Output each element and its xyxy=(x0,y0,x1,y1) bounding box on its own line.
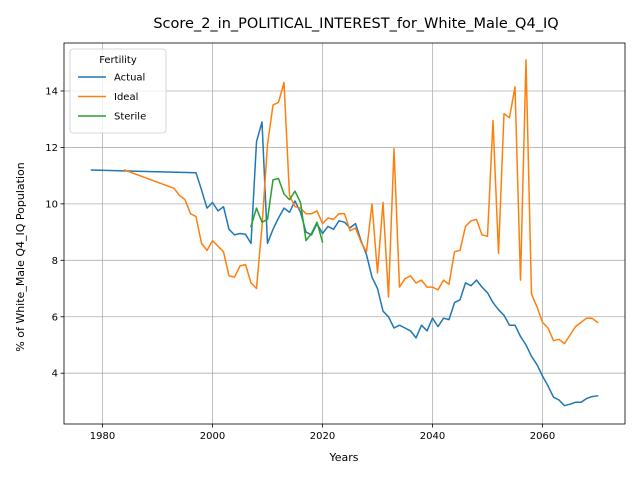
y-tick-label: 4 xyxy=(52,369,58,380)
legend-label-ideal: Ideal xyxy=(114,92,138,103)
legend-box xyxy=(69,48,167,134)
series-lines xyxy=(90,59,599,407)
chart-title: Score_2_in_POLITICAL_INTEREST_for_White_… xyxy=(153,16,558,32)
x-tick-label: 2040 xyxy=(420,431,445,442)
series-line-actual xyxy=(90,121,599,407)
x-tick-label: 2060 xyxy=(530,431,555,442)
y-axis-ticks: 4 6 8 10 12 14 xyxy=(45,86,64,380)
legend-label-sterile: Sterile xyxy=(114,112,146,123)
y-tick-label: 14 xyxy=(45,86,58,97)
series-line-sterile xyxy=(250,177,324,243)
y-tick-label: 6 xyxy=(52,312,58,323)
x-tick-label: 2000 xyxy=(200,431,225,442)
x-tick-label: 1980 xyxy=(90,431,115,442)
x-axis-label: Years xyxy=(328,451,358,464)
legend-title: Fertility xyxy=(99,55,137,66)
x-tick-label: 2020 xyxy=(310,431,335,442)
y-tick-label: 12 xyxy=(45,143,58,154)
legend: Fertility Actual Ideal Sterile xyxy=(69,48,167,134)
y-tick-label: 10 xyxy=(45,199,58,210)
y-axis-label: % of White_Male Q4_IQ Population xyxy=(14,162,27,351)
y-tick-label: 8 xyxy=(52,256,58,267)
legend-label-actual: Actual xyxy=(114,73,145,84)
x-axis-ticks: 1980 2000 2020 2040 2060 xyxy=(90,424,555,442)
series-line-ideal xyxy=(123,59,599,345)
plot-area-frame xyxy=(63,42,626,425)
